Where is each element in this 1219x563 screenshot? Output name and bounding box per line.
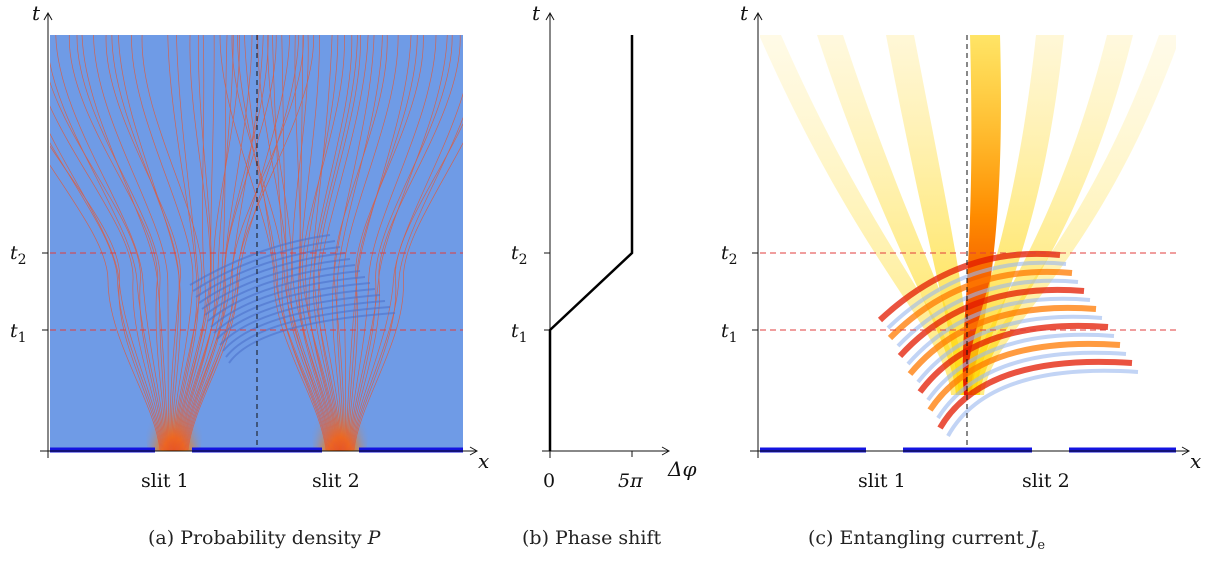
caption-b: (b) Phase shift (522, 527, 662, 549)
slit2-label: slit 2 (1022, 470, 1070, 492)
current-arc-negative (896, 278, 1079, 348)
current-arc-negative (926, 332, 1115, 402)
current-arc (877, 250, 1061, 323)
slit1-label: slit 1 (141, 470, 189, 492)
current-arc-negative (886, 260, 1067, 330)
slit1-label: slit 1 (858, 470, 906, 492)
x-axis-arrow (1181, 446, 1191, 456)
t-axis-label: t (32, 1, 41, 25)
current-arc (927, 340, 1121, 412)
tick-0-label: 0 (543, 470, 555, 492)
t-axis-label: t (532, 1, 541, 25)
current-arc-negative (916, 314, 1103, 384)
panel-a: t x t2 t1 slit 1 slit 2 (10, 1, 489, 492)
bohmian-trajectories (50, 35, 463, 451)
current-arc-negative (936, 350, 1127, 420)
slit2-label: slit 2 (312, 470, 360, 492)
current-arc (937, 358, 1133, 430)
current-band (967, 35, 1064, 395)
x-axis-label: x (478, 449, 489, 473)
t-axis-arrow (753, 11, 763, 21)
panel-c: t x t2 t1 slit 1 slit 2 (721, 1, 1201, 492)
current-band (760, 35, 960, 395)
current-arc (907, 304, 1097, 376)
t1-label: t1 (721, 320, 738, 346)
t1-label: t1 (10, 320, 27, 346)
current-arc (897, 286, 1085, 359)
t-axis-arrow (43, 11, 53, 21)
phase-curve (548, 35, 634, 451)
caption-a: (a) Probability density P (148, 527, 381, 549)
t-axis-label: t (740, 1, 749, 25)
t1-label: t1 (511, 320, 528, 346)
current-band (975, 35, 1176, 395)
t2-label: t2 (511, 242, 528, 268)
phi-axis-label: Δφ (667, 457, 696, 481)
panel-b: t t2 t1 0 5π Δφ (511, 1, 696, 492)
interference-fringes (189, 234, 396, 364)
current-arc-negative (946, 368, 1139, 437)
current-arc-negative (906, 296, 1091, 366)
current-arc (917, 322, 1109, 394)
x-axis-arrow (469, 446, 479, 456)
current-arc (887, 268, 1073, 341)
current-bands (760, 35, 1176, 437)
trajectory-field (50, 35, 463, 451)
t-axis-arrow (545, 11, 555, 21)
phi-axis-arrow (661, 446, 671, 456)
x-axis-label: x (1190, 449, 1201, 473)
t2-label: t2 (10, 242, 27, 268)
current-field (760, 35, 1176, 437)
figure: t x t2 t1 slit 1 slit 2 t t2 t1 0 5π Δφ (10, 1, 1201, 492)
caption-c: (c) Entangling current Je (808, 527, 1046, 553)
tick-5pi-label: 5π (618, 470, 643, 492)
t2-label: t2 (721, 242, 738, 268)
